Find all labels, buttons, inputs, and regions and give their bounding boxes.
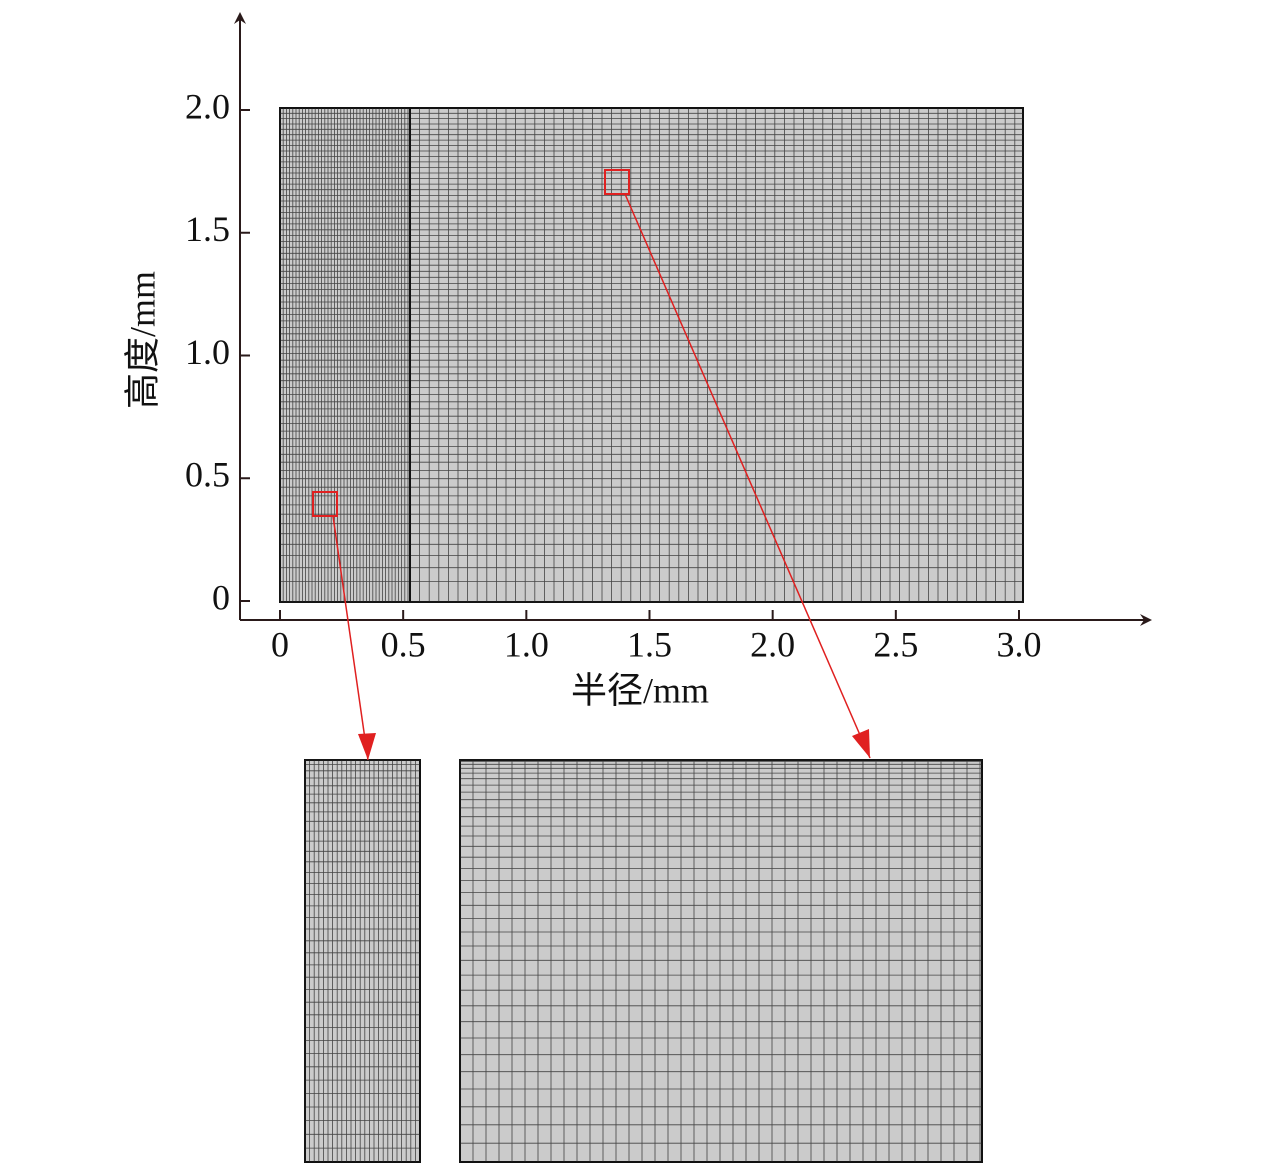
y-tick-label: 0	[212, 577, 230, 617]
zoom-arrow	[624, 193, 871, 759]
x-tick-label: 2.0	[750, 624, 795, 664]
zoom-arrow	[332, 515, 369, 761]
mesh-panel	[279, 107, 1024, 603]
x-tick-label: 0	[271, 624, 289, 664]
x-axis-label: 半径/mm	[571, 670, 709, 710]
mesh-lines	[279, 108, 1023, 603]
mesh-panel	[459, 759, 983, 1163]
x-tick-label: 3.0	[997, 624, 1042, 664]
arrow-head	[852, 729, 870, 758]
y-axis-label: 高度/mm	[122, 271, 162, 409]
arrow-head	[358, 733, 376, 760]
mesh-panel	[304, 759, 421, 1163]
y-tick-label: 1.5	[185, 209, 230, 249]
mesh	[279, 107, 1024, 1163]
y-tick-label: 0.5	[185, 455, 230, 495]
mesh-lines	[459, 759, 982, 1162]
zoom-box	[604, 169, 630, 195]
y-tick-label: 1.0	[185, 332, 230, 372]
x-tick-label: 2.5	[873, 624, 918, 664]
x-tick-label: 1.5	[627, 624, 672, 664]
zoom-box	[312, 491, 338, 517]
mesh-lines	[304, 759, 420, 1162]
x-tick-label: 1.0	[504, 624, 549, 664]
y-tick-label: 2.0	[185, 86, 230, 126]
x-tick-label: 0.5	[381, 624, 426, 664]
